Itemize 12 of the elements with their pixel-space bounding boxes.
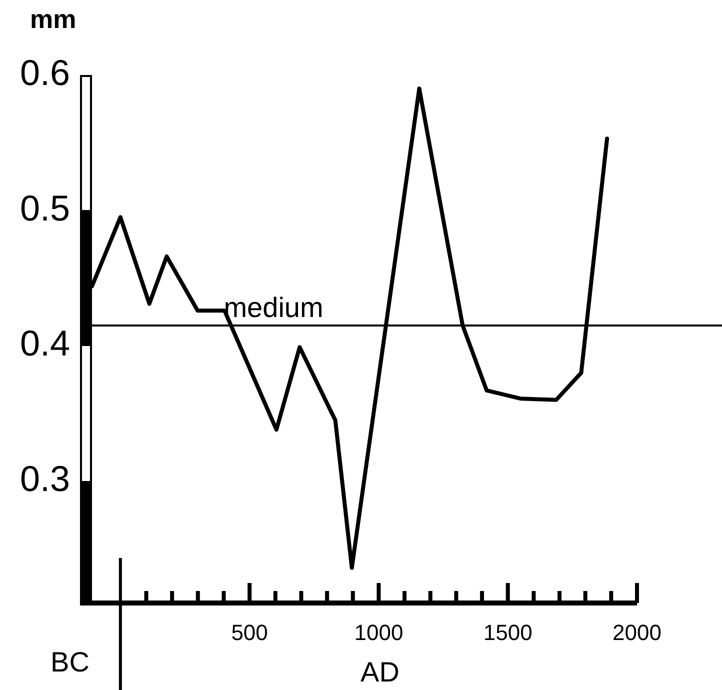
y-tick-label: 0.6	[20, 52, 70, 93]
text: BC	[50, 646, 90, 678]
x-tick-label: 500	[231, 620, 268, 646]
x-axis-title: AD	[360, 656, 400, 688]
x-tick-label: 1500	[483, 620, 532, 646]
y-axis-title: mm	[30, 4, 76, 34]
y-tick-label: 0.4	[20, 322, 70, 364]
x-tick-label: 1000	[354, 620, 404, 646]
ref-line-label: medium	[224, 292, 324, 324]
y-tick-label: 0.5	[20, 187, 70, 228]
x-tick-label: 2000	[612, 620, 662, 646]
y-tick-label: 0.3	[20, 458, 70, 500]
